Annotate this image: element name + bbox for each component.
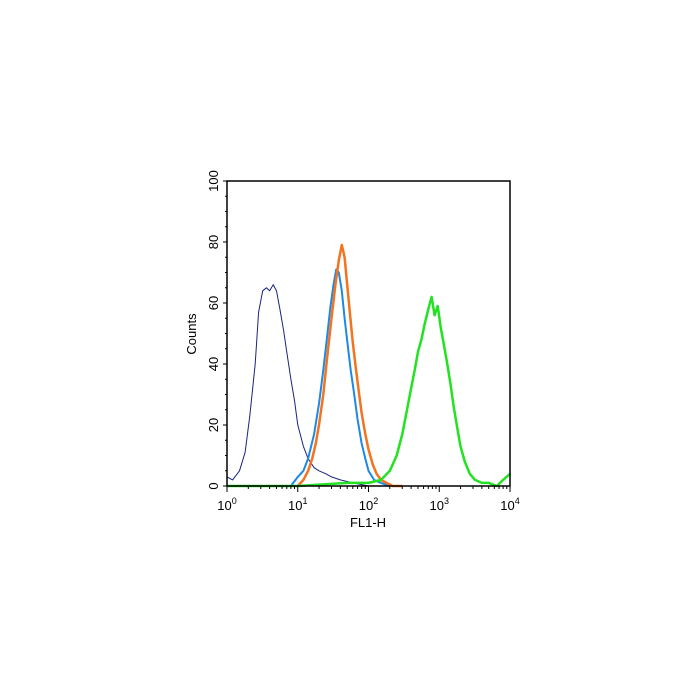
y-tick-label: 40	[206, 357, 221, 371]
histogram-series-group	[226, 243, 511, 488]
y-tick-label: 60	[206, 296, 221, 310]
x-tick-label: 103	[430, 496, 449, 513]
y-tick-label: 0	[206, 482, 221, 489]
plot-frame	[226, 180, 511, 487]
y-axis-title: Counts	[184, 313, 199, 355]
series-line-1	[226, 284, 369, 487]
x-tick-label: 102	[359, 496, 378, 513]
x-axis: 100 101 102 103 104	[217, 486, 520, 513]
x-tick-label: 101	[288, 496, 307, 513]
series-line-3	[296, 243, 403, 488]
y-axis: 0 20 40 60 80 100	[206, 170, 227, 490]
series-line-4	[227, 295, 511, 488]
x-tick-label: 104	[500, 496, 519, 513]
x-axis-title: FL1-H	[350, 515, 386, 530]
x-tick-label: 100	[217, 496, 236, 513]
y-tick-label: 100	[206, 170, 221, 192]
y-tick-label: 20	[206, 418, 221, 432]
series-line-2	[290, 268, 391, 487]
y-tick-label: 80	[206, 235, 221, 249]
